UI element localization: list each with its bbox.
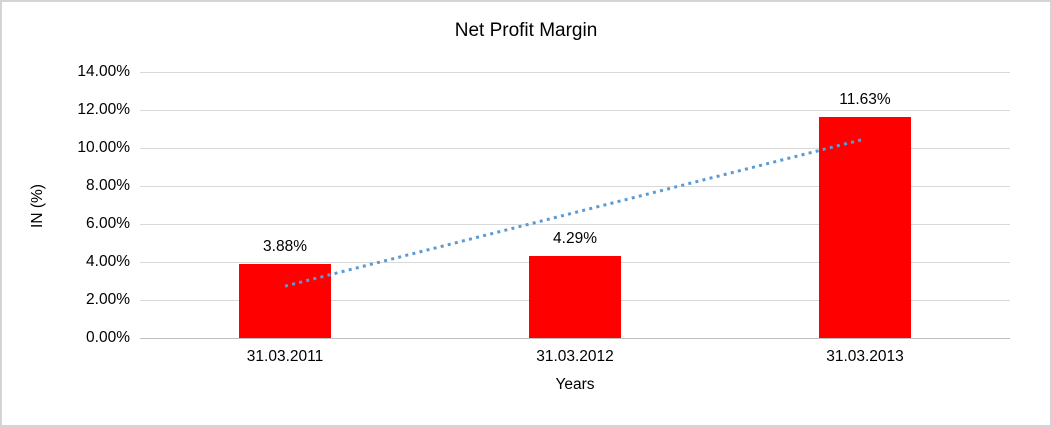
y-tick-label: 12.00% bbox=[77, 101, 130, 118]
y-tick-label: 2.00% bbox=[86, 291, 130, 308]
bar-value-label: 4.29% bbox=[553, 230, 597, 247]
y-tick-label: 6.00% bbox=[86, 215, 130, 232]
y-tick-label: 0.00% bbox=[86, 329, 130, 346]
bar bbox=[819, 117, 911, 338]
bar bbox=[529, 256, 621, 338]
x-tick-label: 31.03.2011 bbox=[246, 348, 324, 365]
y-tick-label: 4.00% bbox=[86, 253, 130, 270]
bar-value-label: 11.63% bbox=[839, 91, 891, 108]
y-tick-label: 10.00% bbox=[77, 139, 130, 156]
gridline bbox=[140, 110, 1010, 111]
bar-value-label: 3.88% bbox=[263, 238, 307, 255]
y-tick-label: 14.00% bbox=[77, 63, 130, 80]
bar bbox=[239, 264, 331, 338]
x-tick-label: 31.03.2012 bbox=[536, 348, 614, 365]
y-tick-label: 8.00% bbox=[86, 177, 130, 194]
x-axis-line bbox=[140, 338, 1010, 339]
x-tick-label: 31.03.2013 bbox=[826, 348, 904, 365]
chart-title: Net Profit Margin bbox=[454, 20, 598, 41]
x-axis-title: Years bbox=[555, 376, 595, 393]
gridline bbox=[140, 72, 1010, 73]
